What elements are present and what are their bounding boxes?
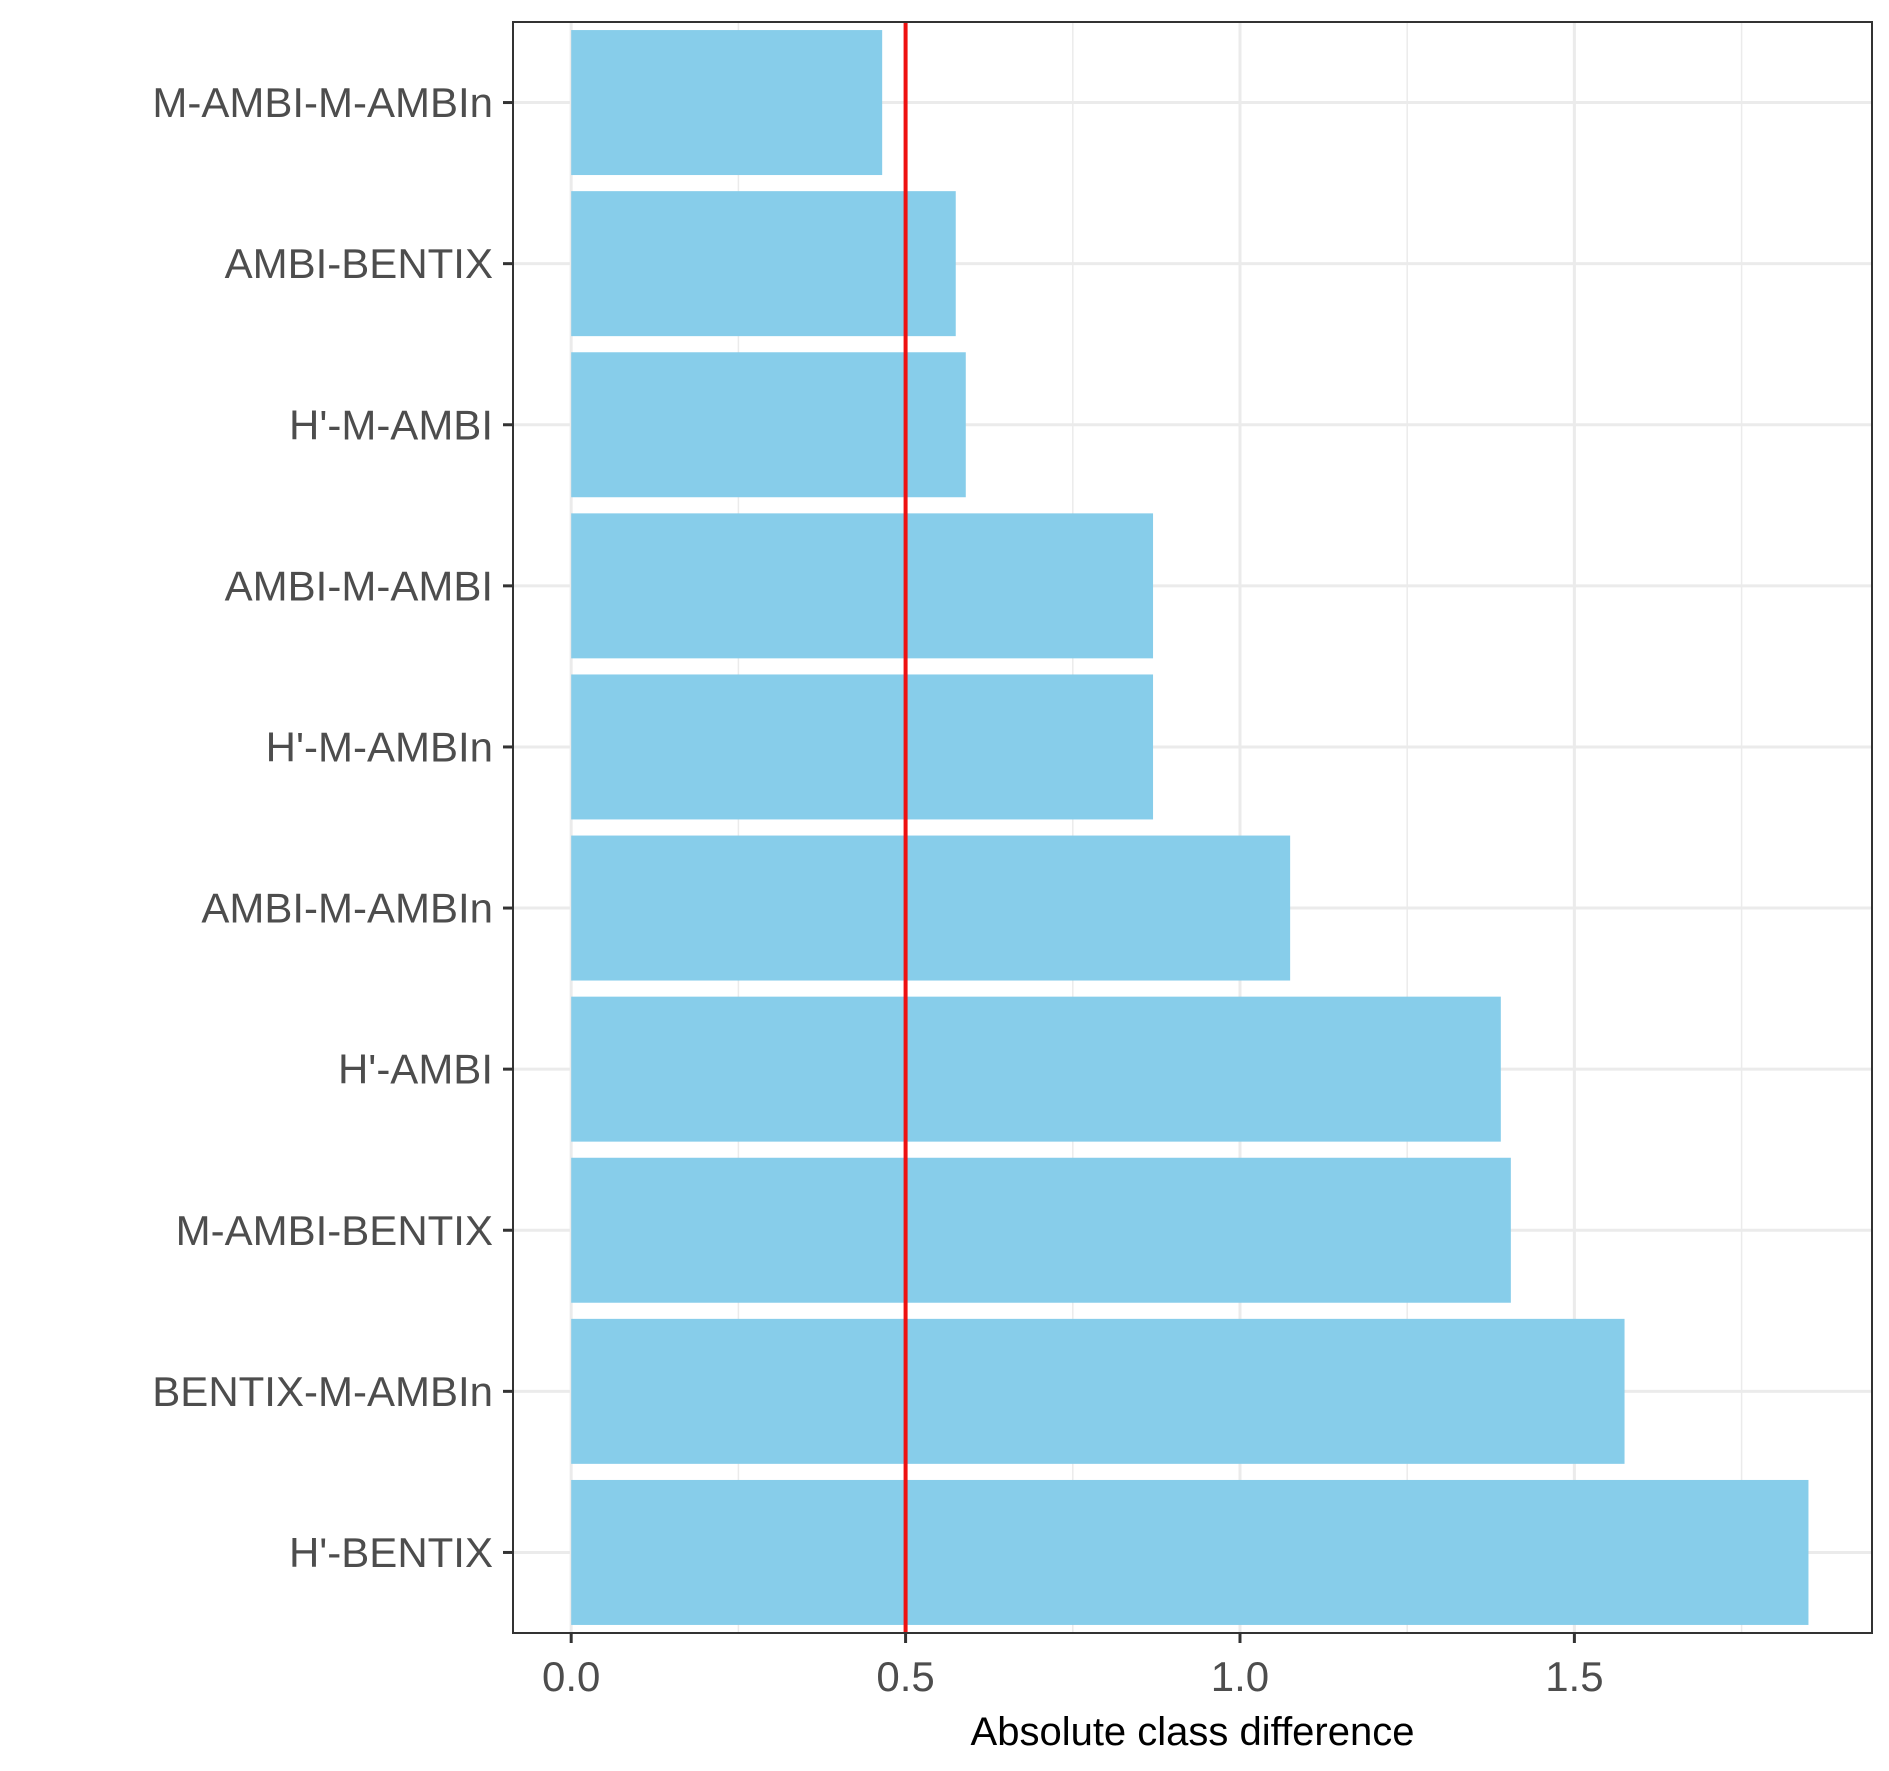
y-tick-label: H'-M-AMBIn	[266, 723, 493, 770]
bars	[571, 30, 1809, 1625]
x-tick-label: 1.5	[1545, 1653, 1603, 1700]
bar	[571, 996, 1501, 1142]
bar	[571, 1479, 1809, 1625]
y-axis: M-AMBI-M-AMBIn AMBI-BENTIX H'-M-AMBI AMBI-M…	[152, 79, 513, 1576]
panel-border	[512, 21, 1873, 1634]
y-tick-label: BENTIX-M-AMBIn	[152, 1368, 493, 1415]
x-axis: 0.0 0.5 1.0 1.5	[542, 1633, 1604, 1700]
x-tick-label: 0.5	[876, 1653, 934, 1700]
bar	[571, 352, 966, 498]
x-axis-title: Absolute class difference	[971, 1710, 1415, 1754]
x-tick-label: 0.0	[542, 1653, 600, 1700]
y-tick-label: M-AMBI-BENTIX	[176, 1207, 493, 1254]
x-tick-label: 1.0	[1211, 1653, 1269, 1700]
bar	[571, 1157, 1511, 1303]
y-tick-label: H'-M-AMBI	[289, 401, 493, 448]
bar	[571, 835, 1291, 981]
y-tick-label: H'-BENTIX	[289, 1529, 493, 1576]
bar	[571, 191, 956, 337]
y-tick-label: M-AMBI-M-AMBIn	[152, 79, 493, 126]
bar	[571, 30, 883, 176]
bar	[571, 513, 1154, 659]
y-tick-label: H'-AMBI	[338, 1046, 493, 1093]
bar	[571, 674, 1154, 820]
y-tick-label: AMBI-BENTIX	[225, 240, 493, 287]
y-tick-label: AMBI-M-AMBIn	[201, 885, 493, 932]
y-tick-label: AMBI-M-AMBI	[225, 562, 493, 609]
bar	[571, 1318, 1625, 1464]
